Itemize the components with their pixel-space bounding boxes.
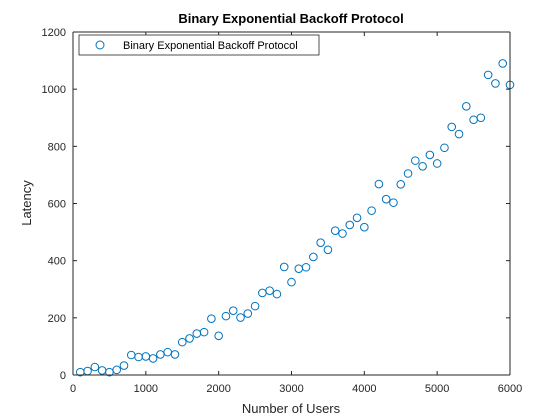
- plot-area: [73, 32, 510, 375]
- data-point: [236, 313, 245, 322]
- data-point: [301, 262, 311, 272]
- data-point: [221, 311, 231, 321]
- x-tick-label: 4000: [352, 383, 376, 395]
- x-tick-label: 1000: [134, 383, 158, 395]
- data-point: [498, 59, 508, 68]
- data-point: [214, 331, 223, 341]
- data-point: [396, 180, 406, 189]
- data-point: [323, 245, 333, 255]
- x-axis-label: Number of Users: [242, 401, 341, 416]
- data-point: [483, 70, 493, 80]
- data-point: [199, 327, 209, 337]
- data-point: [403, 169, 413, 178]
- data-point: [425, 150, 435, 160]
- y-tick-label: 400: [48, 256, 66, 268]
- x-tick-label: 3000: [279, 383, 303, 395]
- data-point: [352, 213, 362, 223]
- data-point: [462, 102, 471, 111]
- data-point: [360, 222, 369, 232]
- data-point: [272, 289, 282, 299]
- data-point: [279, 262, 289, 272]
- data-point: [411, 156, 420, 165]
- data-point: [309, 252, 318, 262]
- data-point: [440, 143, 449, 153]
- data-points: [75, 59, 515, 377]
- data-point: [250, 301, 260, 311]
- data-point: [367, 206, 376, 215]
- data-point: [491, 79, 500, 88]
- data-point: [228, 306, 238, 315]
- chart-title: Binary Exponential Backoff Protocol: [178, 11, 403, 26]
- y-tick-label: 1000: [42, 84, 66, 96]
- data-point: [265, 286, 274, 295]
- y-tick-label: 800: [48, 141, 66, 153]
- data-point: [330, 226, 340, 235]
- data-point: [345, 220, 355, 230]
- x-tick-label: 0: [70, 383, 76, 395]
- data-point: [381, 194, 391, 204]
- data-point: [418, 162, 427, 171]
- legend-label: Binary Exponential Backoff Protocol: [123, 40, 298, 52]
- y-tick-labels: 0 200 400 600 800 1000 1200: [42, 27, 66, 382]
- data-point: [454, 129, 464, 139]
- legend-marker: [95, 40, 105, 50]
- data-point: [243, 309, 253, 318]
- data-point: [287, 277, 296, 287]
- data-point: [389, 198, 398, 207]
- data-point: [90, 362, 100, 372]
- legend-box: [78, 34, 320, 56]
- data-point: [148, 354, 158, 363]
- data-point: [338, 229, 347, 238]
- data-point: [177, 337, 187, 347]
- y-tick-label: 0: [60, 370, 66, 382]
- y-axis-label: Latency: [19, 180, 34, 226]
- data-point: [112, 365, 121, 375]
- y-tick-label: 200: [48, 313, 66, 325]
- data-point: [185, 334, 194, 343]
- data-point: [476, 113, 486, 123]
- data-point: [432, 159, 442, 168]
- data-point: [316, 238, 325, 247]
- y-tick-label: 600: [48, 199, 66, 211]
- data-point: [119, 361, 129, 370]
- x-tick-label: 6000: [498, 383, 522, 395]
- x-tick-label: 2000: [206, 383, 230, 395]
- data-point: [207, 314, 216, 323]
- x-tick-labels: 0 1000 2000 3000 4000 5000 6000: [70, 383, 522, 395]
- data-point: [170, 350, 180, 359]
- legend: Binary Exponential Backoff Protocol: [78, 34, 320, 56]
- x-tick-label: 5000: [425, 383, 449, 395]
- y-tick-label: 1200: [42, 27, 66, 39]
- data-point: [447, 122, 457, 132]
- data-point: [374, 179, 384, 189]
